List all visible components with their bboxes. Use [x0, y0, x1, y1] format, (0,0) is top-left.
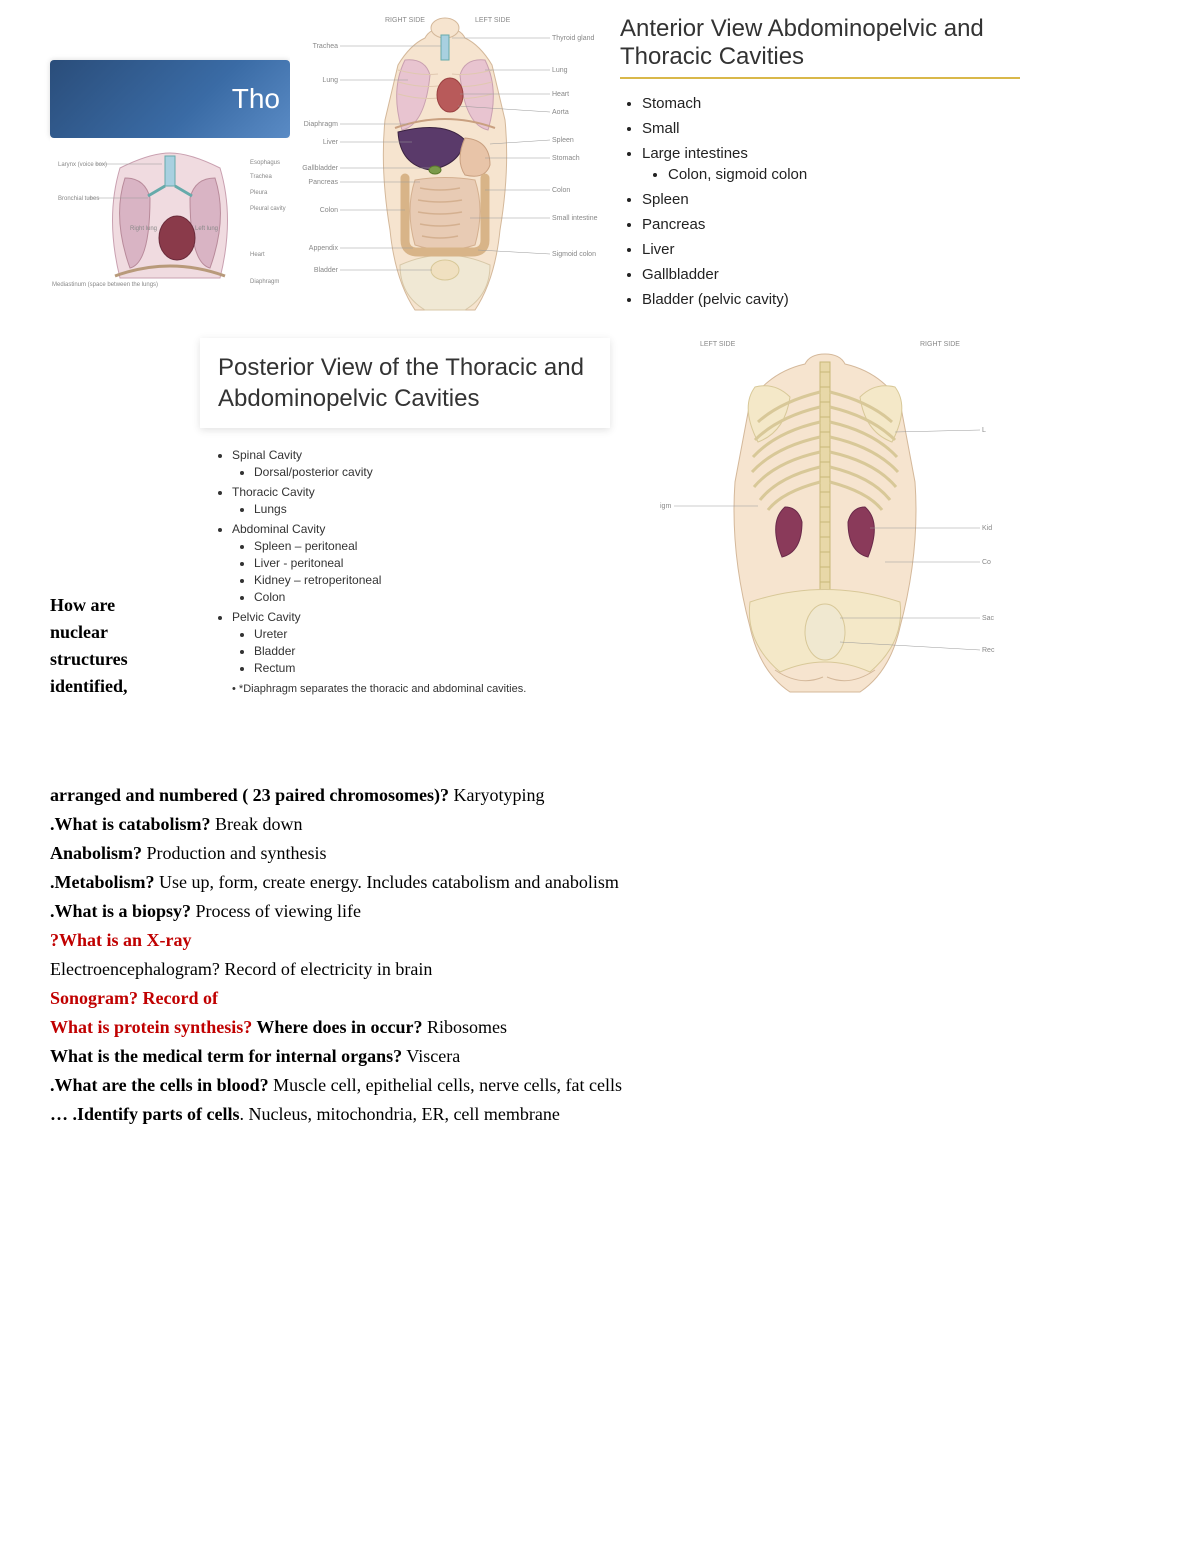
svg-text:Colon: Colon — [320, 207, 338, 214]
svg-text:Stomach: Stomach — [552, 155, 580, 162]
svg-text:Pleura: Pleura — [250, 190, 268, 196]
svg-text:Esophagus: Esophagus — [250, 160, 280, 166]
qa-line: What is the medical term for internal or… — [50, 1043, 1050, 1070]
banner-text: Tho — [232, 83, 280, 115]
list-item: Gallbladder — [642, 266, 1020, 283]
svg-text:Trachea: Trachea — [313, 43, 339, 50]
svg-text:LEFT SIDE: LEFT SIDE — [475, 17, 511, 24]
svg-text:Kid: Kid — [982, 525, 992, 532]
qa-line: .What are the cells in blood? Muscle cel… — [50, 1072, 1050, 1099]
anterior-slide-list: Stomach Small Large intestines Colon, si… — [620, 95, 1020, 308]
list-item: Thoracic Cavity Lungs — [232, 485, 620, 516]
svg-text:Sigmoid colon: Sigmoid colon — [552, 251, 596, 258]
svg-text:Spleen: Spleen — [552, 137, 574, 144]
qa-line: What is protein synthesis? Where does in… — [50, 1014, 1050, 1041]
svg-text:Heart: Heart — [552, 91, 569, 98]
svg-text:Diaphragm: Diaphragm — [250, 279, 279, 285]
list-subitem: Dorsal/posterior cavity — [254, 465, 620, 479]
list-item: Spleen — [642, 191, 1020, 208]
qa-line: .What is catabolism? Break down — [50, 811, 1050, 838]
list-subitem: Spleen – peritoneal — [254, 539, 620, 553]
svg-text:RIGHT SIDE: RIGHT SIDE — [920, 341, 960, 348]
svg-text:Bladder: Bladder — [314, 267, 339, 274]
svg-text:Larynx (voice box): Larynx (voice box) — [58, 162, 107, 168]
svg-text:Pleural cavity: Pleural cavity — [250, 206, 286, 212]
svg-text:Trachea: Trachea — [250, 174, 272, 180]
svg-text:Appendix: Appendix — [309, 245, 339, 252]
list-item: Large intestines Colon, sigmoid colon — [642, 145, 1020, 183]
anterior-slide-title: Anterior View Abdominopelvic and Thoraci… — [620, 15, 1020, 79]
anterior-slide: Anterior View Abdominopelvic and Thoraci… — [620, 15, 1020, 316]
qa-line: ?What is an X-ray — [50, 927, 1050, 954]
list-item: Small — [642, 120, 1020, 137]
svg-text:Colon: Colon — [552, 187, 570, 194]
svg-text:Mediastinum (space between the: Mediastinum (space between the lungs) — [52, 282, 158, 288]
svg-text:Pancreas: Pancreas — [308, 179, 338, 186]
list-item: Stomach — [642, 95, 1020, 112]
list-subitem: Colon, sigmoid colon — [668, 166, 1020, 183]
posterior-slide-title: Posterior View of the Thoracic and Abdom… — [200, 338, 610, 428]
list-subitem: Lungs — [254, 502, 620, 516]
qa-line: Electroencephalogram? Record of electric… — [50, 956, 1050, 983]
qa-line: .What is a biopsy? Process of viewing li… — [50, 898, 1050, 925]
svg-text:Heart: Heart — [250, 252, 265, 258]
svg-text:LEFT SIDE: LEFT SIDE — [700, 341, 736, 348]
list-item: Liver — [642, 241, 1020, 258]
svg-text:igm: igm — [660, 503, 671, 510]
svg-text:RIGHT SIDE: RIGHT SIDE — [385, 17, 425, 24]
list-item: Spinal Cavity Dorsal/posterior cavity — [232, 448, 620, 479]
svg-text:Bronchial tubes: Bronchial tubes — [58, 196, 99, 202]
svg-text:Thyroid gland: Thyroid gland — [552, 35, 595, 42]
svg-text:Diaphragm: Diaphragm — [304, 121, 338, 128]
list-item: Bladder (pelvic cavity) — [642, 291, 1020, 308]
svg-text:Aorta: Aorta — [552, 109, 569, 116]
qa-line: .Metabolism? Use up, form, create energy… — [50, 869, 1050, 896]
svg-text:Lung: Lung — [322, 77, 338, 84]
list-subitem: Kidney – retroperitoneal — [254, 573, 620, 587]
qa-line: Sonogram? Record of — [50, 985, 1050, 1012]
list-item: Pancreas — [642, 216, 1020, 233]
svg-text:Lung: Lung — [552, 67, 568, 74]
svg-text:Co: Co — [982, 559, 991, 566]
qa-block: How are nuclear structures identified, a… — [50, 592, 1050, 1130]
top-left-block: Tho Larynx (voice box) Bronchial tubes M… — [50, 60, 290, 308]
svg-text:Liver: Liver — [323, 139, 339, 146]
thorax-diagram: Larynx (voice box) Bronchial tubes Media… — [50, 138, 290, 308]
svg-text:Right lung: Right lung — [130, 226, 157, 232]
qa-line: arranged and numbered ( 23 paired chromo… — [50, 782, 1050, 809]
svg-text:L: L — [982, 427, 986, 434]
svg-text:Gallbladder: Gallbladder — [302, 165, 338, 172]
qa-narrow-question: How are nuclear structures identified, — [50, 592, 135, 700]
qa-line: … .Identify parts of cells. Nucleus, mit… — [50, 1101, 1050, 1128]
thoracic-banner: Tho — [50, 60, 290, 138]
qa-line: Anabolism? Production and synthesis — [50, 840, 1050, 867]
list-subitem: Liver - peritoneal — [254, 556, 620, 570]
svg-text:Left lung: Left lung — [195, 226, 218, 232]
svg-text:Small intestine: Small intestine — [552, 215, 598, 222]
anterior-body-diagram: RIGHT SIDE LEFT SIDE Trachea — [290, 10, 600, 320]
